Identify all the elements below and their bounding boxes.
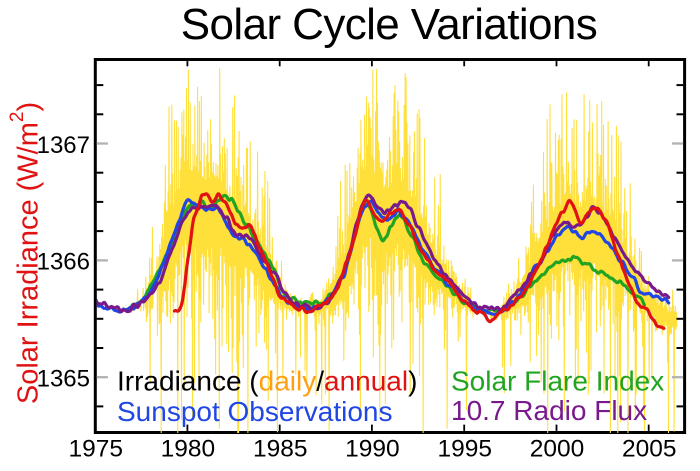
svg-text:1365: 1365: [37, 366, 90, 393]
svg-text:1990: 1990: [345, 436, 400, 463]
svg-text:1367: 1367: [37, 132, 90, 159]
svg-text:Solar Cycle Variations: Solar Cycle Variations: [181, 0, 597, 49]
svg-text:Irradiance (daily/annual): Irradiance (daily/annual): [117, 366, 417, 397]
svg-text:Solar Irradiance (W/m2): Solar Irradiance (W/m2): [7, 102, 45, 404]
svg-text:Sunspot Observations: Sunspot Observations: [117, 396, 393, 427]
svg-text:10.7 Radio Flux: 10.7 Radio Flux: [451, 395, 647, 426]
svg-text:1975: 1975: [68, 436, 123, 463]
svg-text:1995: 1995: [437, 436, 492, 463]
svg-text:1366: 1366: [37, 249, 90, 276]
svg-text:Solar Flare Index: Solar Flare Index: [451, 366, 664, 397]
svg-text:2000: 2000: [530, 436, 585, 463]
svg-text:1980: 1980: [161, 436, 216, 463]
svg-text:2005: 2005: [622, 436, 677, 463]
svg-text:1985: 1985: [253, 436, 308, 463]
